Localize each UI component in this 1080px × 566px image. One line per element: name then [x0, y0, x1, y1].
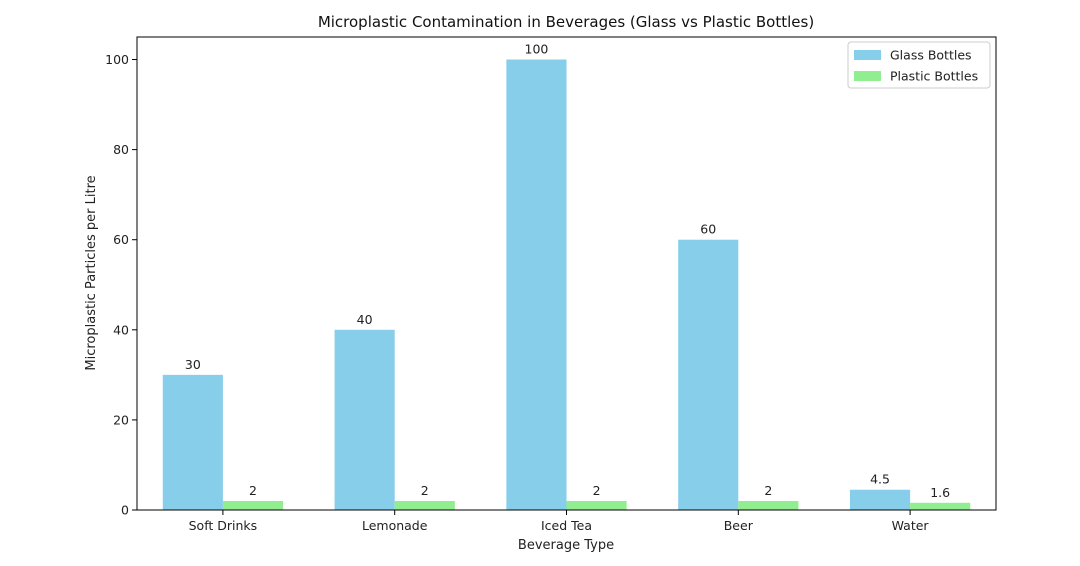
x-tick-label: Lemonade	[362, 518, 428, 533]
bar-value-label: 1.6	[930, 485, 950, 500]
bar-value-label: 100	[525, 42, 549, 57]
bar-plastic-beer	[738, 500, 799, 510]
legend-swatch-plastic	[854, 71, 881, 81]
bar-value-label: 60	[700, 222, 716, 237]
bar-glass-lemonade	[334, 329, 395, 510]
bar-value-label: 2	[249, 483, 257, 498]
bar-glass-soft-drinks	[162, 374, 223, 510]
bars-layer	[162, 59, 971, 511]
x-tick-label: Iced Tea	[541, 518, 592, 533]
y-axis-title: Microplastic Particles per Litre	[84, 175, 99, 370]
plot-frame	[136, 36, 997, 511]
bar-value-label: 2	[593, 483, 601, 498]
bar-plastic-lemonade	[394, 500, 455, 510]
bar-glass-beer	[678, 239, 739, 510]
chart-title: Microplastic Contamination in Beverages …	[318, 13, 814, 31]
x-tick-label: Soft Drinks	[189, 518, 258, 533]
y-tick-label: 100	[105, 52, 129, 67]
legend-label: Glass Bottles	[890, 48, 972, 63]
bar-value-label: 4.5	[870, 472, 890, 487]
axes-layer: Soft Drinks Lemonade Iced Tea Beer Water 0 20 4…	[105, 36, 997, 533]
bar-plastic-water	[910, 502, 971, 510]
bar-value-label: 40	[357, 312, 373, 327]
y-tick-label: 0	[121, 503, 129, 518]
labels-layer: 30 2 40 2 100 2 60 2 4.5 1.6	[185, 42, 950, 500]
x-tick-label: Beer	[724, 518, 754, 533]
x-tick-label: Water	[892, 518, 930, 533]
bar-glass-iced-tea	[506, 59, 567, 511]
x-axis-title: Beverage Type	[518, 538, 614, 553]
y-tick-label: 60	[113, 232, 129, 247]
bar-plastic-soft-drinks	[222, 500, 284, 510]
bar-value-label: 30	[185, 357, 201, 372]
legend-label: Plastic Bottles	[890, 69, 978, 84]
legend-swatch-glass	[854, 50, 881, 60]
y-tick-label: 40	[113, 322, 129, 337]
legend: Glass Bottles Plastic Bottles	[847, 41, 991, 89]
y-tick-label: 20	[113, 412, 129, 427]
legend-box	[847, 41, 991, 89]
bar-glass-water	[849, 489, 911, 510]
bar-value-label: 2	[421, 483, 429, 498]
bar-value-label: 2	[764, 483, 772, 498]
bar-plastic-iced-tea	[566, 500, 627, 510]
y-tick-label: 80	[113, 142, 129, 157]
